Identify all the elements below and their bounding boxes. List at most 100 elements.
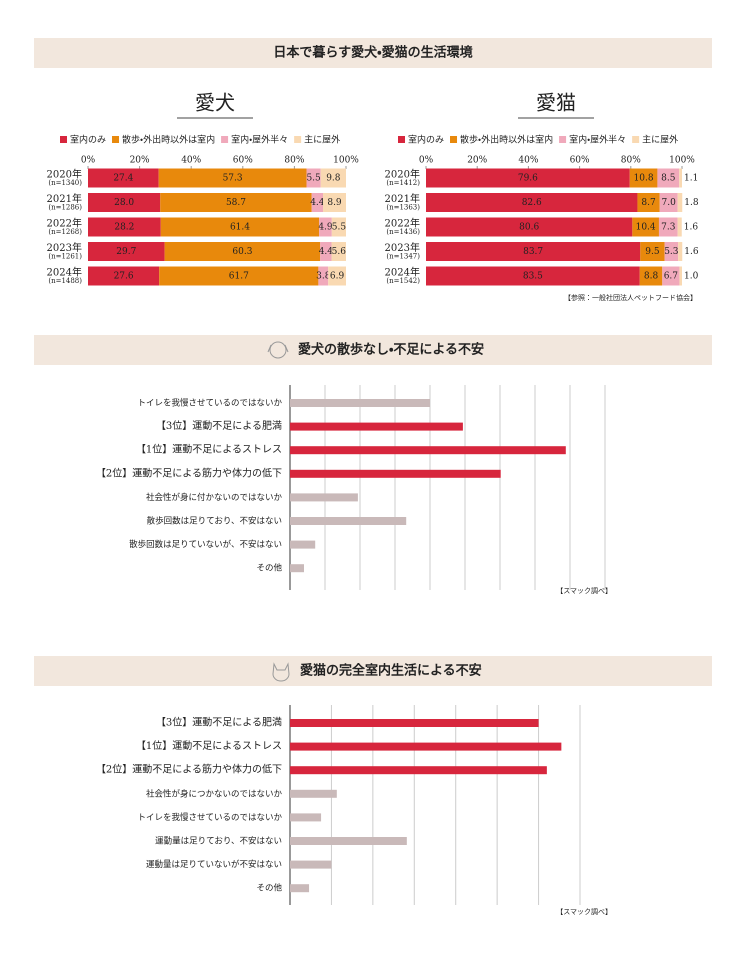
bar-segment [677, 193, 683, 212]
category-label: 【1位】運動不足によるストレス [136, 739, 282, 752]
category-label: 2021年 [385, 192, 420, 205]
n-label: (n=1268) [48, 228, 82, 236]
n-label: (n=1412) [386, 179, 420, 187]
bar-segment [426, 266, 640, 286]
bar-segment [160, 217, 320, 237]
x-tick-label: 60% [233, 156, 253, 166]
n-label: (n=1340) [48, 179, 82, 187]
legend-swatch [60, 136, 67, 143]
value-label: 1.0 [684, 272, 699, 282]
bar-segment [637, 193, 660, 212]
bar [290, 517, 407, 525]
value-label: 5.6 [332, 247, 347, 257]
legend-swatch [221, 136, 229, 143]
dog-icon [267, 341, 289, 359]
bar-segment [331, 242, 346, 261]
bar [290, 446, 566, 455]
bar-segment [677, 217, 682, 237]
value-label: 1.8 [684, 198, 699, 208]
x-tick-label: 0% [81, 156, 96, 166]
category-label: 2022年 [47, 217, 82, 230]
category-label: 2023年 [385, 241, 420, 254]
category-label: 運動量は足りていないが不安はない [146, 859, 282, 870]
bar [290, 837, 407, 845]
n-label: (n=1286) [48, 204, 82, 212]
value-label: 5.5 [332, 223, 347, 233]
bar-segment [639, 266, 663, 286]
value-label: 8.8 [644, 272, 659, 282]
category-label: 2021年 [47, 192, 82, 205]
chart-title: 愛犬 [195, 91, 235, 115]
value-label: 3.8 [316, 272, 331, 282]
bar-segment [426, 242, 641, 261]
legend-label: 主に屋外 [304, 134, 340, 146]
legend-swatch [398, 136, 405, 143]
value-label: 58.7 [226, 198, 246, 208]
bar-segment [328, 266, 346, 286]
bar [290, 813, 322, 822]
legend-label: 散歩・外出時以外は室内 [122, 134, 215, 146]
value-label: 28.0 [114, 198, 134, 208]
x-tick-label: 0% [419, 156, 434, 166]
bar-segment [160, 193, 312, 212]
category-label: 【3位】運動不足による肥満 [156, 716, 282, 729]
bar-segment [88, 242, 165, 261]
n-label: (n=1347) [386, 253, 420, 261]
category-label: 2024年 [47, 266, 82, 279]
category-label: トイレを我慢させているのではないか [137, 812, 282, 823]
source-note: 【参照：一般社団法人ペットフード協会】 [564, 293, 697, 302]
value-label: 83.5 [523, 272, 543, 282]
value-label: 8.9 [327, 198, 342, 208]
value-label: 82.6 [522, 198, 542, 208]
x-tick-label: 60% [570, 156, 590, 166]
bar-segment [659, 193, 678, 212]
n-label: (n=1261) [48, 253, 82, 261]
x-tick-label: 100% [333, 156, 359, 166]
legend-swatch [112, 136, 120, 143]
legend-swatch [559, 136, 567, 143]
bar [290, 422, 463, 431]
value-label: 4.4 [319, 247, 334, 257]
value-label: 60.3 [232, 247, 252, 257]
bar-segment [640, 242, 665, 261]
value-label: 6.7 [664, 272, 679, 282]
legend-label: 室内・屋外半々 [569, 134, 626, 146]
value-label: 83.7 [523, 247, 543, 257]
legend-label: 室内のみ [408, 134, 444, 146]
x-tick-label: 100% [669, 156, 695, 166]
value-label: 4.4 [310, 198, 325, 208]
x-tick-label: 20% [467, 156, 487, 166]
n-label: (n=1363) [386, 204, 420, 212]
category-label: 【1位】運動不足によるストレス [136, 443, 282, 456]
chart-title: 愛猫 [536, 91, 576, 115]
bar-segment [306, 168, 321, 188]
bar [290, 766, 547, 775]
value-label: 1.1 [684, 174, 698, 184]
bar-segment [679, 168, 682, 188]
category-label: 運動量は足りており、不安はない [155, 836, 282, 847]
category-label: 社会性が身に付かないのではないか [146, 492, 283, 503]
bar-segment [323, 193, 346, 212]
value-label: 29.7 [116, 247, 136, 257]
n-label: (n=1436) [386, 228, 420, 236]
category-label: 散歩回数は足りていないが、不安はない [129, 539, 282, 550]
n-label: (n=1542) [386, 277, 420, 285]
legend-label: 室内・屋外半々 [231, 134, 288, 146]
x-tick-label: 80% [284, 156, 304, 166]
value-label: 9.8 [326, 174, 341, 184]
cat-icon [272, 662, 290, 682]
source-note: 【スマック調べ】 [556, 908, 612, 916]
bar-segment [318, 266, 329, 286]
bar-segment [88, 168, 159, 188]
bar-segment [319, 217, 332, 237]
bar [290, 789, 337, 798]
bar [290, 719, 539, 727]
x-tick-label: 40% [518, 156, 538, 166]
category-label: その他 [256, 563, 282, 574]
value-label: 61.4 [230, 223, 250, 233]
bar-segment [629, 168, 658, 188]
bar-segment [664, 242, 679, 261]
category-label: 社会性が身につかないのではないか [146, 788, 283, 799]
category-label: 散歩回数は足りており、不安はない [147, 516, 282, 527]
